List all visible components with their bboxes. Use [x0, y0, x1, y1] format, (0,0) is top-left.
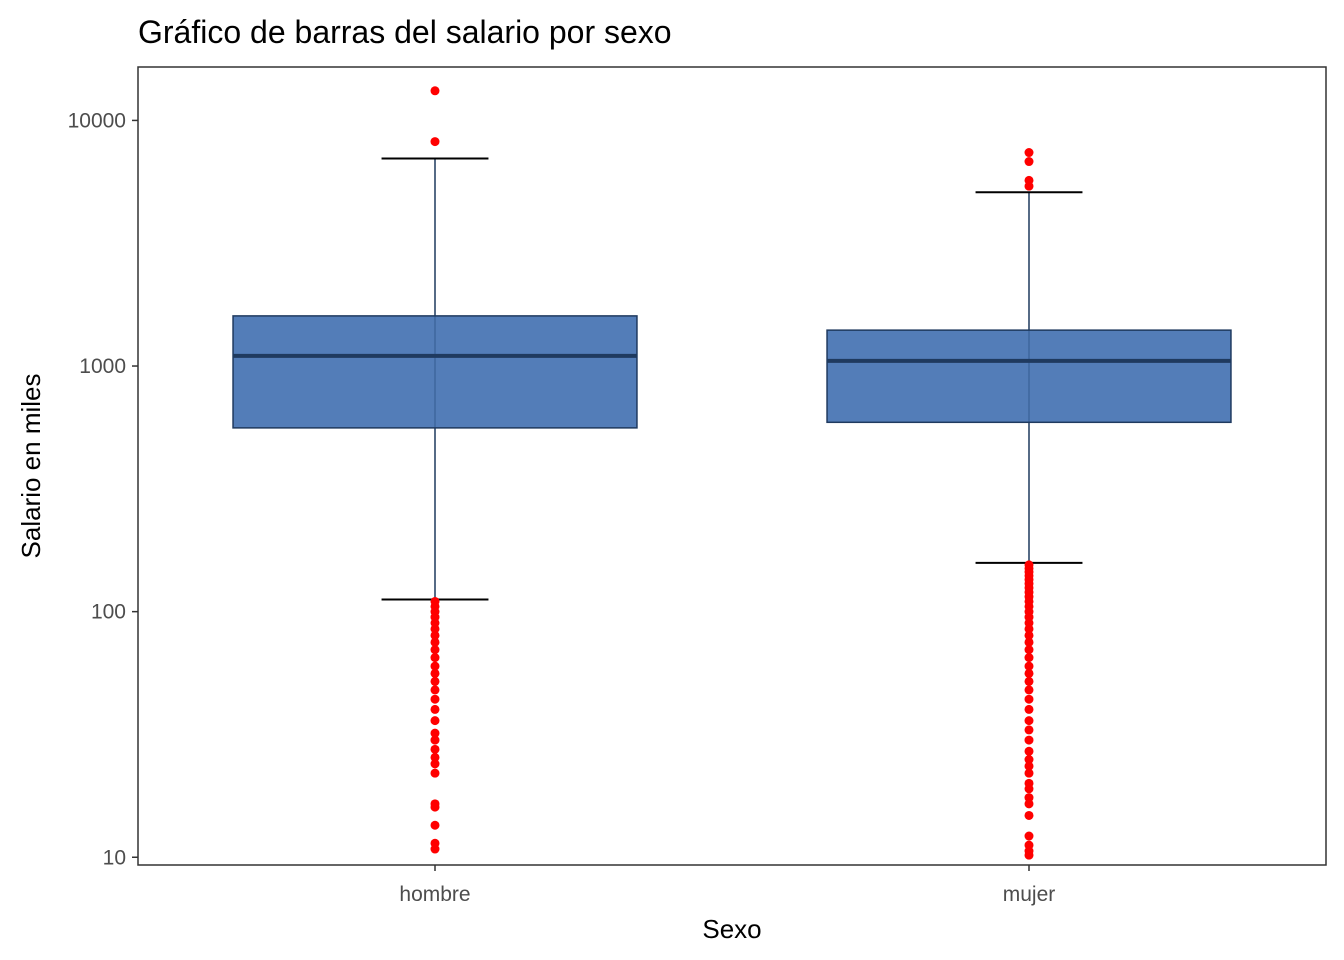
outlier-point [1024, 668, 1034, 678]
outlier-point [430, 668, 440, 678]
outlier-point [430, 630, 440, 640]
x-axis: hombre mujer [399, 865, 1055, 906]
outlier-point [1024, 810, 1034, 820]
outlier-point [1024, 768, 1034, 778]
outlier-point [430, 676, 440, 686]
outlier-point [430, 735, 440, 745]
outlier-point [1024, 799, 1034, 809]
outlier-point [430, 596, 440, 606]
outlier-point [1024, 637, 1034, 647]
y-axis: 10 100 1000 10000 [68, 109, 138, 869]
outlier-point [430, 838, 440, 848]
outlier-point [1024, 716, 1034, 726]
x-axis-title: Sexo [702, 914, 761, 944]
outlier-point [1024, 704, 1034, 714]
outlier-point [430, 661, 440, 671]
box-iqr [826, 329, 1232, 424]
plot-panel [137, 66, 1327, 866]
box-series [232, 86, 1232, 860]
y-axis-title: Salario en miles [16, 374, 46, 559]
outlier-point [1024, 676, 1034, 686]
outlier-point [430, 137, 440, 147]
outlier-point [1024, 840, 1034, 850]
box-hombre [232, 86, 638, 854]
x-tick-label: hombre [399, 883, 470, 906]
outlier-point [430, 728, 440, 738]
outlier-point [1024, 735, 1034, 745]
outlier-point [1024, 755, 1034, 765]
y-tick-label: 100 [91, 601, 126, 624]
box-iqr [232, 315, 638, 429]
outlier-point [1024, 831, 1034, 841]
outlier-point [430, 637, 440, 647]
outlier-point [1024, 778, 1034, 788]
y-tick-label: 10000 [68, 109, 126, 132]
outlier-point [430, 704, 440, 714]
y-tick-label: 10 [103, 846, 126, 869]
outlier-point [430, 86, 440, 96]
y-tick-label: 1000 [79, 355, 126, 378]
outlier-point [1024, 793, 1034, 803]
outlier-point [430, 752, 440, 762]
outlier-point [1024, 761, 1034, 771]
outlier-point [1024, 630, 1034, 640]
box-mujer [826, 148, 1232, 860]
outlier-point [1024, 746, 1034, 756]
outlier-point [430, 685, 440, 695]
outlier-point [1024, 725, 1034, 735]
chart-title: Gráfico de barras del salario por sexo [138, 14, 672, 50]
outlier-point [1024, 157, 1034, 167]
outlier-point [430, 768, 440, 778]
outlier-point [1024, 560, 1034, 570]
outlier-point [1024, 645, 1034, 655]
outlier-point [430, 744, 440, 754]
outlier-point [430, 799, 440, 809]
outlier-point [1024, 694, 1034, 704]
outlier-point [1024, 175, 1034, 185]
outlier-point [430, 820, 440, 830]
outlier-point [430, 694, 440, 704]
x-tick-label: mujer [1003, 883, 1056, 906]
outlier-point [1024, 653, 1034, 663]
outlier-point [1024, 685, 1034, 695]
outlier-point [430, 645, 440, 655]
outlier-point [430, 716, 440, 726]
outlier-point [1024, 148, 1034, 158]
outlier-point [430, 759, 440, 769]
outlier-point [1024, 661, 1034, 671]
outlier-point [430, 653, 440, 663]
